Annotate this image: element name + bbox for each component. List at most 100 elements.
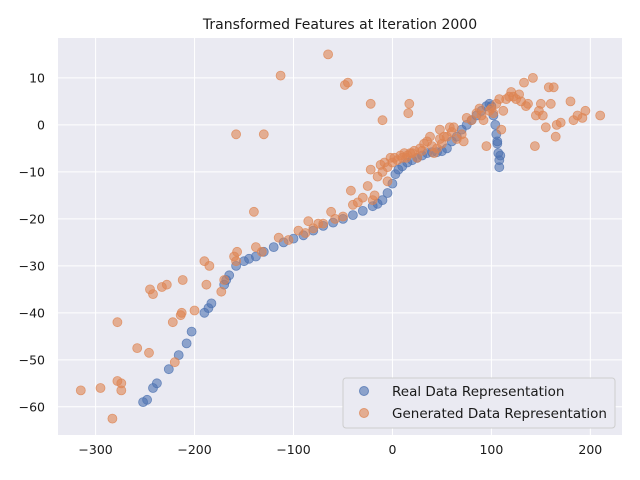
x-axis-ticks: −300 −200 −100 0 100 200	[78, 442, 602, 457]
generated-data-point	[466, 115, 477, 126]
generated-data-point	[481, 141, 492, 152]
generated-data-point	[458, 136, 469, 147]
generated-data-point	[412, 152, 423, 163]
generated-data-point	[478, 115, 489, 126]
generated-data-point	[132, 343, 143, 354]
real-data-point	[181, 338, 192, 349]
y-tick-label: −40	[19, 305, 45, 320]
generated-data-point	[536, 98, 546, 109]
generated-data-point	[216, 286, 227, 297]
generated-data-point	[204, 260, 215, 271]
legend-label-generated: Generated Data Representation	[392, 406, 607, 422]
generated-data-point	[283, 235, 294, 245]
legend-label-real: Real Data Representation	[392, 384, 564, 400]
generated-data-point	[231, 256, 242, 267]
real-data-point	[186, 326, 197, 337]
generated-data-point	[189, 305, 200, 316]
x-tick-label: −300	[78, 442, 112, 457]
generated-data-point	[530, 141, 540, 152]
y-tick-label: −60	[19, 399, 45, 414]
generated-data-point	[548, 82, 559, 93]
real-data-point	[268, 242, 279, 253]
real-data-point	[382, 188, 393, 198]
generated-data-point	[161, 279, 172, 290]
generated-data-point	[523, 98, 533, 109]
generated-data-point	[488, 108, 499, 119]
generated-data-point	[303, 216, 314, 227]
generated-data-point	[107, 413, 118, 424]
generated-data-point	[231, 129, 242, 140]
y-tick-label: −20	[19, 211, 45, 226]
real-data-point	[357, 205, 368, 216]
generated-data-point	[232, 246, 243, 257]
real-data-point	[377, 195, 388, 206]
real-data-point	[142, 394, 153, 405]
legend-marker-generated	[359, 408, 369, 418]
generated-data-point	[75, 385, 86, 396]
x-tick-label: 200	[578, 442, 602, 457]
generated-data-point	[342, 77, 353, 88]
real-data-point	[492, 136, 503, 147]
real-data-point	[495, 150, 506, 161]
generated-data-point	[382, 176, 393, 187]
generated-data-point	[112, 317, 123, 328]
generated-data-point	[555, 117, 566, 128]
legend: Real Data Representation Generated Data …	[342, 377, 616, 429]
generated-data-point	[300, 228, 311, 238]
generated-data-point	[365, 164, 376, 175]
y-axis-ticks: −60 −50 −40 −30 −20 −10 0 10	[19, 70, 45, 414]
chart-title: Transformed Features at Iteration 2000	[202, 17, 477, 33]
real-data-point	[151, 378, 162, 389]
generated-data-point	[256, 246, 267, 257]
x-tick-label: 100	[479, 442, 503, 457]
generated-data-point	[357, 192, 368, 203]
legend-marker-real	[359, 386, 369, 396]
generated-data-point	[404, 98, 415, 109]
generated-data-point	[275, 70, 286, 81]
generated-data-point	[148, 289, 158, 300]
generated-data-point	[537, 110, 548, 121]
generated-data-point	[425, 131, 435, 142]
generated-data-point	[95, 383, 106, 393]
generated-data-point	[323, 49, 334, 60]
generated-data-point	[273, 232, 284, 243]
generated-data-point	[550, 131, 561, 142]
series-generated	[75, 49, 606, 424]
x-tick-label: −100	[276, 442, 310, 457]
y-tick-label: −50	[19, 352, 45, 367]
y-tick-label: −10	[19, 164, 45, 179]
generated-data-point	[528, 73, 538, 83]
data-points	[75, 49, 606, 424]
generated-data-point	[545, 98, 556, 109]
generated-data-point	[219, 275, 230, 285]
y-tick-label: 0	[37, 117, 45, 132]
generated-data-point	[362, 181, 373, 191]
x-tick-label: 0	[388, 442, 396, 457]
real-data-point	[206, 298, 217, 309]
real-data-point	[494, 162, 505, 173]
generated-data-point	[540, 122, 551, 133]
generated-data-point	[144, 347, 154, 358]
generated-data-point	[338, 211, 348, 222]
generated-data-point	[318, 218, 329, 229]
real-data-point	[347, 210, 358, 221]
generated-data-point	[365, 98, 376, 109]
generated-data-point	[565, 96, 576, 107]
generated-data-point	[377, 115, 388, 126]
generated-data-point	[248, 206, 259, 217]
generated-data-point	[169, 357, 180, 368]
generated-data-point	[369, 190, 380, 201]
generated-data-point	[345, 185, 356, 196]
x-tick-label: −200	[177, 442, 211, 457]
generated-data-point	[519, 77, 529, 88]
generated-data-point	[176, 307, 187, 318]
generated-data-point	[167, 317, 178, 328]
generated-data-point	[580, 105, 591, 116]
generated-data-point	[496, 124, 507, 135]
real-data-point	[163, 364, 174, 375]
generated-data-point	[595, 110, 606, 121]
generated-data-point	[201, 279, 212, 290]
generated-data-point	[258, 129, 269, 140]
generated-data-point	[403, 108, 414, 119]
